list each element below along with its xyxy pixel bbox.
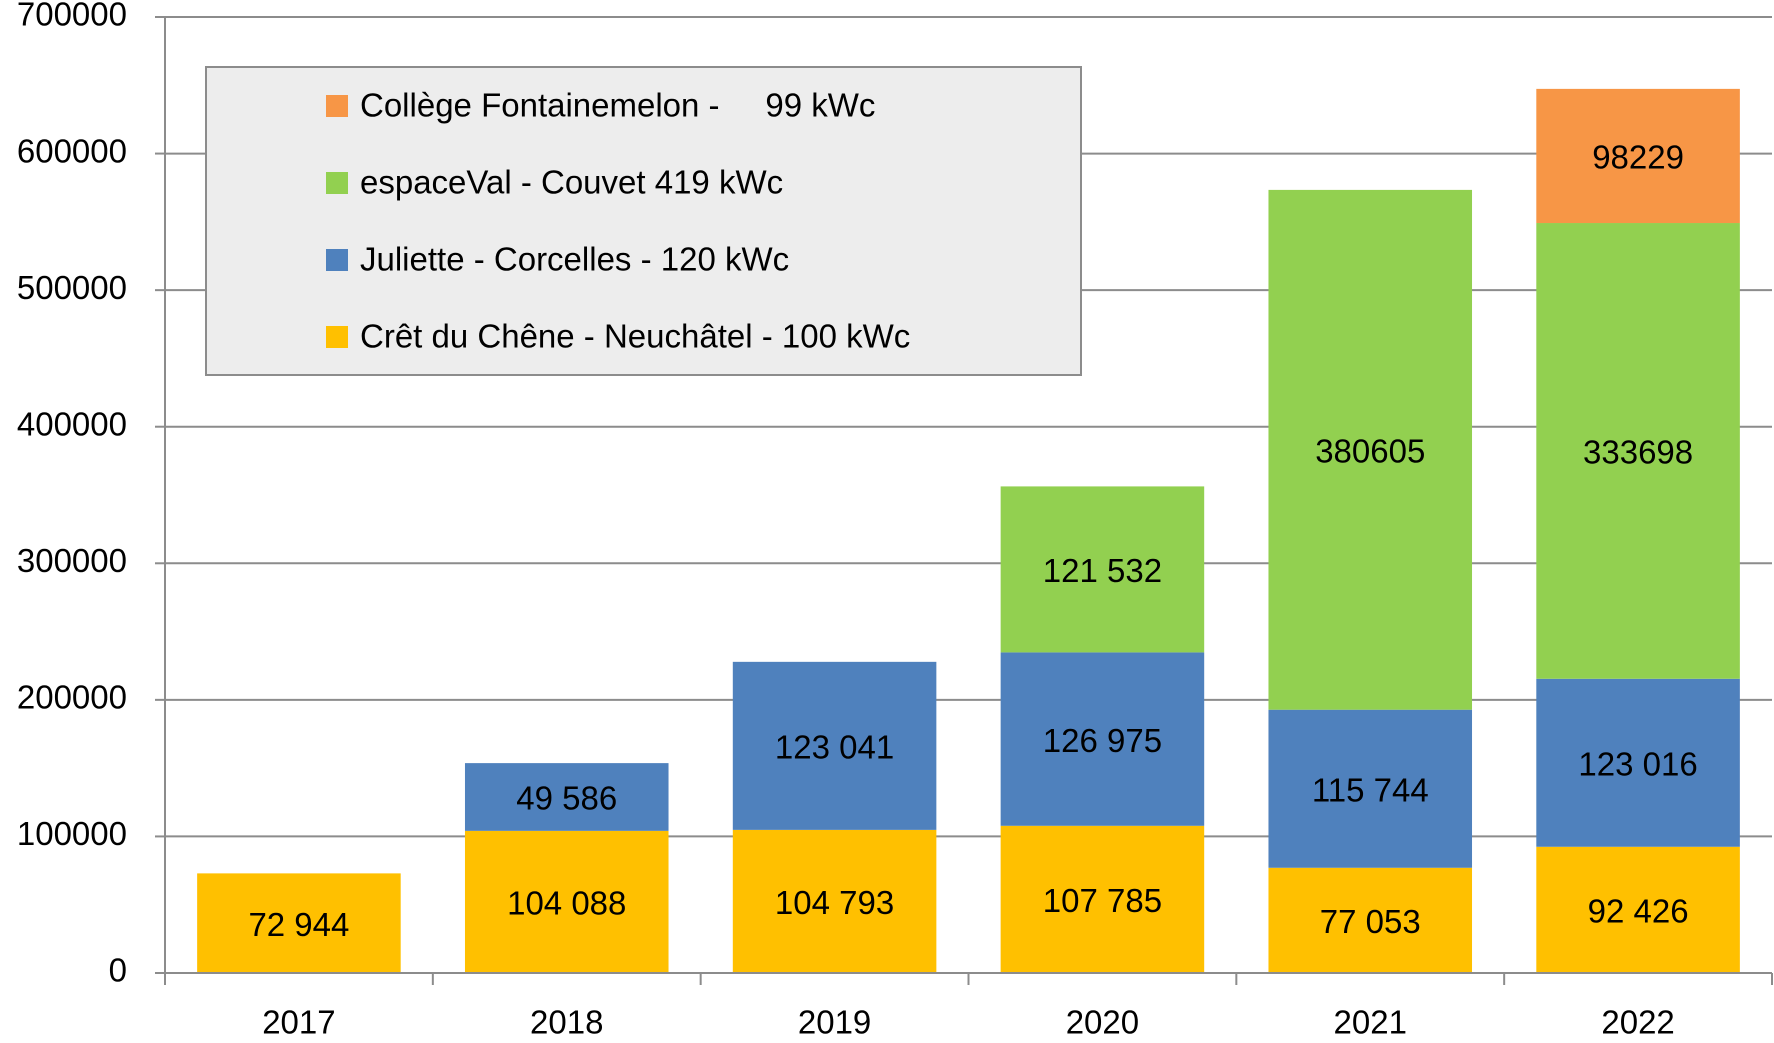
legend-swatch [326, 172, 348, 194]
x-tick-label: 2020 [1066, 1004, 1139, 1041]
bar-segment [464, 830, 669, 973]
legend-label: Juliette - Corcelles - 120 kWc [360, 241, 789, 278]
bar-segment [1536, 223, 1740, 679]
data-label: 49 586 [516, 780, 617, 817]
bar-segment [1000, 825, 1205, 973]
data-label: 123 016 [1578, 745, 1697, 782]
data-label: 92 426 [1588, 893, 1689, 930]
y-tick-label: 300000 [17, 542, 127, 579]
data-label: 333698 [1583, 434, 1693, 471]
x-tick-label: 2018 [530, 1004, 603, 1041]
data-label: 123 041 [775, 729, 894, 766]
data-label: 121 532 [1043, 552, 1162, 589]
x-tick-label: 2019 [798, 1004, 871, 1041]
y-tick-label: 200000 [17, 679, 127, 716]
x-tick-label: 2021 [1334, 1004, 1407, 1041]
legend-label: Collège Fontainemelon - 99 kWc [360, 87, 875, 124]
data-label: 115 744 [1312, 771, 1429, 808]
y-tick-label: 600000 [17, 132, 127, 169]
data-label: 126 975 [1043, 722, 1162, 759]
legend-swatch [326, 249, 348, 271]
data-label: 107 785 [1043, 882, 1162, 919]
y-tick-label: 400000 [17, 405, 127, 442]
bar-segment [732, 661, 937, 830]
bar-segment [1536, 678, 1740, 847]
y-tick-label: 100000 [17, 815, 127, 852]
bar-segment [1268, 867, 1473, 973]
legend-swatch [326, 95, 348, 117]
y-tick-label: 700000 [17, 0, 127, 33]
legend-label: Crêt du Chêne - Neuchâtel - 100 kWc [360, 318, 910, 355]
data-label: 77 053 [1320, 903, 1421, 940]
bar-segment [1268, 189, 1473, 710]
data-label: 98229 [1592, 139, 1684, 176]
bar-segment [1000, 486, 1205, 653]
data-label: 380605 [1315, 433, 1425, 470]
bar-segment [464, 763, 669, 831]
bar-segment [1268, 709, 1473, 868]
bar-segment [1536, 846, 1740, 973]
data-label: 104 793 [775, 884, 894, 921]
x-tick-label: 2017 [262, 1004, 335, 1041]
legend-label: espaceVal - Couvet 419 kWc [360, 164, 783, 201]
data-label: 72 944 [248, 906, 349, 943]
legend-swatch [326, 326, 348, 348]
legend-box [205, 66, 1082, 376]
x-tick-label: 2022 [1601, 1004, 1674, 1041]
bar-segment [732, 829, 937, 973]
bar-segment [1536, 88, 1740, 224]
bar-segment [1000, 652, 1205, 826]
data-label: 104 088 [507, 885, 626, 922]
bar-segment [197, 873, 401, 973]
y-tick-label: 500000 [17, 269, 127, 306]
y-tick-label: 0 [109, 952, 127, 989]
